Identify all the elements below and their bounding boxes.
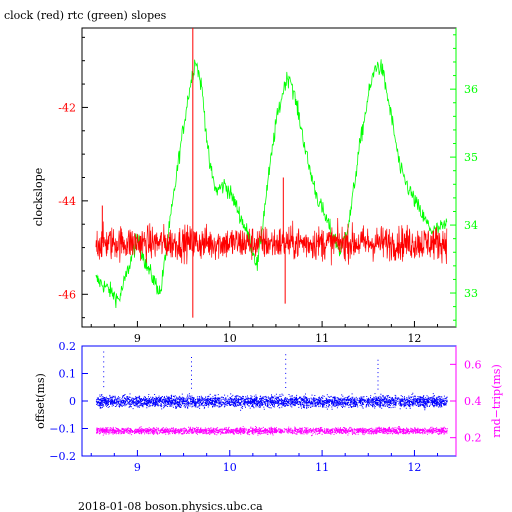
bottom-y2-tick-label: 0.6 xyxy=(464,358,482,371)
bottom-y-tick-label: −0.1 xyxy=(49,423,76,436)
footer-caption: 2018-01-08 boson.physics.ubc.ca xyxy=(78,500,263,512)
bottom-y2-tick-label: 0.4 xyxy=(464,395,482,408)
clock-slope-line xyxy=(95,217,448,266)
top-y-tick-label: -46 xyxy=(58,288,76,301)
offset-points xyxy=(95,351,448,411)
top-x-tick-label: 9 xyxy=(134,332,141,345)
top-y-tick-label: -42 xyxy=(58,101,76,114)
top-x-tick-label: 11 xyxy=(315,332,329,345)
bottom-x-axis: 9 10 11 12 xyxy=(90,450,439,474)
top-y2-tick-label: 34 xyxy=(464,219,478,232)
rndtrip-points xyxy=(96,426,448,437)
top-y2-tick-label: 35 xyxy=(464,151,478,164)
offset-roundtrip-panel: 9 10 11 12 0.2 0.1 0 −0.1 −0.2 0.6 0.4 0.2 offset… xyxy=(34,340,503,474)
bottom-y-tick-label: 0.2 xyxy=(59,340,77,353)
bottom-y2-tick-label: 0.2 xyxy=(464,432,482,445)
rtc-slope-series xyxy=(95,59,448,309)
rtc-slope-line xyxy=(95,59,448,309)
clock-rtc-slope-panel: 9 10 11 12 -42 -44 -46 33 34 35 36 clockslope xyxy=(32,27,478,345)
bottom-x-tick-label: 9 xyxy=(134,461,141,474)
bottom-x-tick-label: 12 xyxy=(407,461,421,474)
rndtrip-series xyxy=(96,426,448,437)
bottom-y-tick-label: 0.1 xyxy=(59,368,77,381)
bottom-x-tick-label: 11 xyxy=(315,461,329,474)
bottom-y2-axis-label: rnd−trip(ms) xyxy=(490,364,503,438)
top-x-tick-label: 12 xyxy=(407,332,421,345)
bottom-y-axis-label: offset(ms) xyxy=(34,373,47,429)
top-left-y-axis: -42 -44 -46 xyxy=(58,36,88,319)
top-y-tick-label: -44 xyxy=(58,195,76,208)
bottom-x-tick-label: 10 xyxy=(223,461,237,474)
bottom-left-y-axis: 0.2 0.1 0 −0.1 −0.2 xyxy=(49,340,88,463)
clock-slope-series xyxy=(95,28,448,318)
top-y2-tick-label: 33 xyxy=(464,287,478,300)
top-x-axis: 9 10 11 12 xyxy=(90,321,439,345)
top-y-axis-label: clockslope xyxy=(32,168,45,226)
chart-title: clock (red) rtc (green) slopes xyxy=(4,9,167,22)
top-plot-frame xyxy=(81,27,457,328)
top-right-y-axis: 33 34 35 36 xyxy=(450,28,478,327)
offset-series xyxy=(95,351,448,411)
bottom-y-tick-label: 0 xyxy=(69,395,76,408)
bottom-y-tick-label: −0.2 xyxy=(49,450,76,463)
bottom-right-y-axis: 0.6 0.4 0.2 xyxy=(450,358,482,445)
top-x-tick-label: 10 xyxy=(223,332,237,345)
top-y2-tick-label: 36 xyxy=(464,83,478,96)
